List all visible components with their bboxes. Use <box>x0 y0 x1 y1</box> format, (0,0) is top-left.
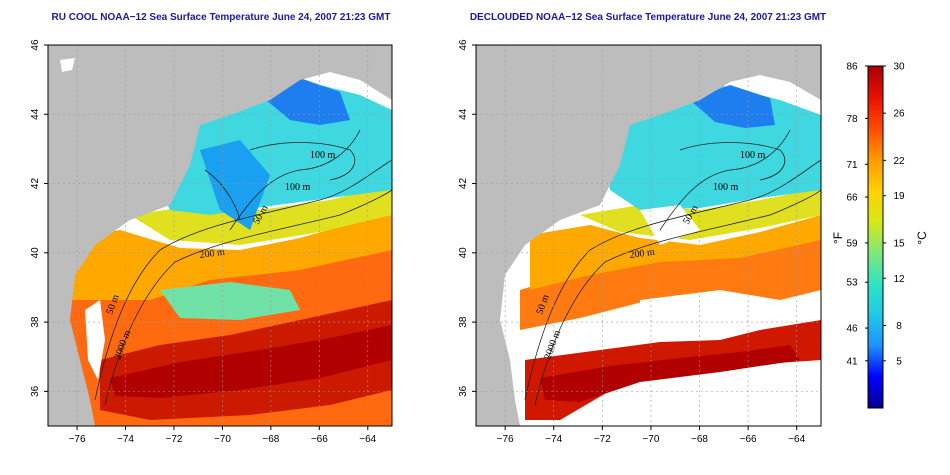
lat-tick-label: 42 <box>458 178 469 190</box>
contour-label: 100 m <box>310 150 336 161</box>
lon-tick-label: −66 <box>311 434 328 445</box>
fahrenheit-tick-label: 66 <box>846 193 858 204</box>
shelf-warm-region <box>530 215 821 290</box>
lat-tick-label: 36 <box>30 385 41 397</box>
contour-label: 100 m <box>740 150 766 161</box>
celsius-tick-label: 22 <box>893 156 905 167</box>
cloud-patch <box>640 290 821 335</box>
contour-label: 100 m <box>285 182 311 193</box>
celsius-tick-label: 12 <box>893 274 905 285</box>
fahrenheit-tick-label: 86 <box>846 62 858 73</box>
fahrenheit-tick-label: 53 <box>846 278 858 289</box>
fahrenheit-tick-label: 78 <box>846 114 858 125</box>
gulf-stream-core <box>110 325 392 398</box>
fahrenheit-tick-label: 71 <box>846 160 858 171</box>
lon-tick-label: −70 <box>214 434 231 445</box>
contour-label: 200 m <box>199 247 226 261</box>
left-sst-map: 100 m 100 m 50 m 200 m 50 m 2000 m <box>48 45 392 426</box>
colorbar: 86 78 71 66 59 53 46 41 30 26 22 19 15 12 8 5 °F °C <box>831 62 929 409</box>
lon-tick-label: −72 <box>594 434 611 445</box>
cloud-patch <box>60 58 75 72</box>
celsius-tick-label: 5 <box>896 356 902 367</box>
lon-tick-label: −66 <box>740 434 757 445</box>
contour-label: 200 m <box>629 247 656 261</box>
celsius-unit-label: °C <box>915 231 929 245</box>
cold-blue-patch <box>200 140 270 230</box>
fahrenheit-tick-label: 41 <box>846 356 858 367</box>
fahrenheit-tick-label: 46 <box>846 324 858 335</box>
right-panel-title: DECLOUDED NOAA−12 Sea Surface Temperatur… <box>470 12 826 23</box>
celsius-tick-label: 15 <box>893 238 905 249</box>
shelf-warm-region <box>60 212 392 300</box>
slope-yellow-region <box>580 188 821 240</box>
lat-tick-label: 46 <box>458 39 469 51</box>
celsius-tick-label: 26 <box>893 109 905 120</box>
right-map-frame <box>475 44 822 427</box>
cool-patch <box>160 282 300 320</box>
slope-yellow-region <box>130 185 392 245</box>
colorbar-fahrenheit-ticks: 86 78 71 66 59 53 46 41 <box>846 62 868 367</box>
lon-tick-label: −74 <box>545 434 562 445</box>
bathymetry-contours <box>94 129 392 406</box>
lon-tick-label: −64 <box>359 434 376 445</box>
cloud-patch <box>85 300 105 380</box>
land-mass <box>48 45 392 426</box>
left-panel-title: RU COOL NOAA−12 Sea Surface Temperature … <box>52 12 391 23</box>
right-axes: −76 −74 −72 −70 −68 −66 −64 36 38 40 42 44 46 <box>458 39 806 445</box>
right-sst-map: 100 m 100 m 50 m 200 m 50 m 2000 m <box>476 45 821 426</box>
left-grid <box>48 45 392 426</box>
lat-tick-label: 44 <box>458 108 469 120</box>
lon-tick-label: −76 <box>497 434 514 445</box>
lon-tick-label: −68 <box>691 434 708 445</box>
gulf-stream-core <box>540 345 800 402</box>
lon-tick-label: −72 <box>165 434 182 445</box>
lat-tick-label: 40 <box>458 247 469 259</box>
nova-scotia-land <box>330 45 392 85</box>
lon-tick-label: −70 <box>642 434 659 445</box>
colorbar-strip <box>867 65 884 409</box>
celsius-tick-label: 30 <box>893 62 905 73</box>
celsius-tick-label: 8 <box>896 321 902 332</box>
lat-tick-label: 38 <box>458 316 469 328</box>
celsius-tick-label: 19 <box>893 191 905 202</box>
lon-tick-label: −64 <box>788 434 805 445</box>
coldest-water-region <box>690 85 775 128</box>
land-mass <box>476 45 821 426</box>
fahrenheit-unit-label: °F <box>831 232 845 244</box>
lat-tick-label: 38 <box>30 316 41 328</box>
lat-tick-label: 46 <box>30 39 41 51</box>
left-axes: −76 −74 −72 −70 −68 −66 −64 36 38 40 42 44 46 <box>30 39 377 445</box>
right-grid <box>476 45 821 426</box>
cloud-patch <box>650 375 821 426</box>
lat-tick-label: 36 <box>458 385 469 397</box>
lon-tick-label: −68 <box>262 434 279 445</box>
lon-tick-label: −74 <box>117 434 134 445</box>
lon-tick-label: −76 <box>69 434 86 445</box>
lat-tick-label: 42 <box>30 178 41 190</box>
colorbar-celsius-ticks: 30 26 22 19 15 12 8 5 <box>883 62 905 367</box>
left-map-frame <box>47 44 393 427</box>
lat-tick-label: 40 <box>30 247 41 259</box>
contour-label: 100 m <box>713 182 739 193</box>
lat-tick-label: 44 <box>30 108 41 120</box>
bathymetry-contours <box>524 129 821 406</box>
fahrenheit-tick-label: 59 <box>846 238 858 249</box>
